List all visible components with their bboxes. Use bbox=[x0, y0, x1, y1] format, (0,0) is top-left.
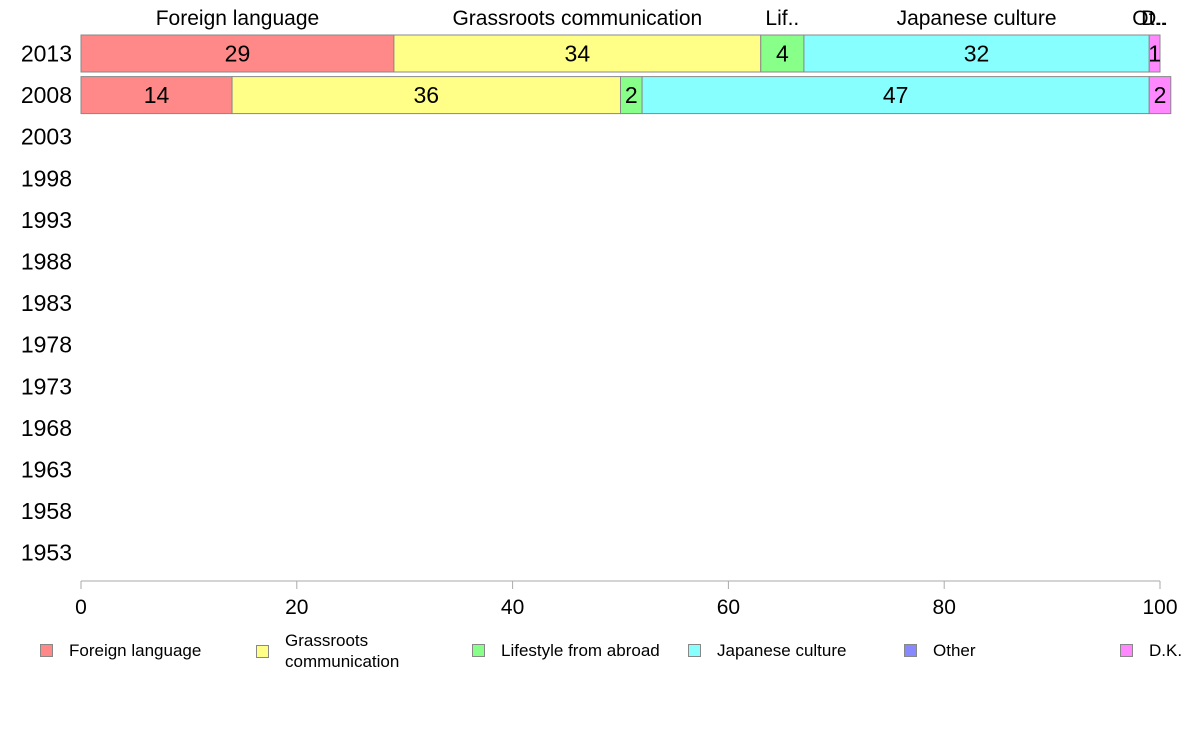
x-tick-label: 20 bbox=[285, 596, 308, 619]
legend-item: Lifestyle from abroad bbox=[472, 640, 660, 661]
bar-segment bbox=[393, 34, 762, 73]
series-top-label: Japanese culture bbox=[897, 7, 1057, 30]
bar-segment bbox=[1148, 76, 1172, 115]
series-top-label: Lif.. bbox=[765, 7, 799, 30]
data-label: 29 bbox=[225, 41, 251, 67]
legend-item: Japanese culture bbox=[688, 640, 846, 661]
y-tick-label: 1973 bbox=[21, 373, 72, 399]
legend-label: Other bbox=[933, 641, 976, 660]
bar-segment bbox=[231, 76, 621, 115]
data-label: 32 bbox=[964, 41, 990, 67]
series-top-label: D.. bbox=[1141, 7, 1168, 30]
legend-swatch bbox=[904, 644, 917, 657]
x-tick-label: 0 bbox=[75, 596, 87, 619]
y-tick-label: 1968 bbox=[21, 415, 72, 441]
y-tick-label: 1978 bbox=[21, 332, 72, 358]
series-top-label: Grassroots communication bbox=[452, 7, 702, 30]
legend-item: Other bbox=[904, 640, 976, 661]
data-label: 14 bbox=[144, 82, 170, 108]
legend-label: D.K. bbox=[1149, 641, 1183, 660]
bar-segment bbox=[803, 34, 1150, 73]
data-label: 47 bbox=[883, 82, 909, 108]
legend-swatch bbox=[688, 644, 701, 657]
bar-segment bbox=[760, 34, 805, 73]
x-tick-label: 40 bbox=[501, 596, 524, 619]
data-label: 36 bbox=[413, 82, 439, 108]
bar-segment bbox=[641, 76, 1150, 115]
legend-swatch bbox=[40, 644, 53, 657]
data-label: 34 bbox=[565, 41, 591, 67]
x-tick-label: 80 bbox=[933, 596, 956, 619]
data-label: 2 bbox=[625, 82, 638, 108]
stacked-bar-chart: 2013 2008 2003 1998 1993 1988 1983 1978 1973 1968… bbox=[21, 7, 1178, 619]
bar-segment bbox=[80, 76, 233, 115]
data-label: 2 bbox=[1154, 82, 1167, 108]
y-tick-label: 2008 bbox=[21, 82, 72, 108]
legend-item: Grassroots communication bbox=[256, 630, 399, 672]
data-label: 4 bbox=[776, 41, 789, 67]
y-tick-label: 2013 bbox=[21, 41, 72, 67]
data-label: 1 bbox=[1148, 41, 1161, 67]
legend-label: Grassroots communication bbox=[285, 631, 400, 671]
y-tick-label: 1963 bbox=[21, 457, 72, 483]
legend-label: Lifestyle from abroad bbox=[501, 641, 660, 660]
legend-swatch bbox=[472, 644, 485, 657]
y-tick-label: 1958 bbox=[21, 498, 72, 524]
x-tick-label: 100 bbox=[1142, 596, 1177, 619]
bar-segment bbox=[1148, 34, 1161, 73]
legend-label: Foreign language bbox=[69, 641, 202, 660]
legend-swatch bbox=[256, 644, 269, 658]
series-top-label: Foreign language bbox=[156, 7, 319, 30]
y-tick-label: 1983 bbox=[21, 290, 72, 316]
bar-segment bbox=[80, 34, 395, 73]
y-tick-label: 1988 bbox=[21, 249, 72, 275]
legend-item: D.K. bbox=[1120, 640, 1182, 661]
y-tick-label: 2003 bbox=[21, 124, 72, 150]
legend-label: Japanese culture bbox=[717, 641, 847, 660]
y-tick-label: 1953 bbox=[21, 540, 72, 566]
series-top-label: Ot.. bbox=[1132, 7, 1166, 30]
legend-swatch bbox=[1120, 644, 1133, 657]
y-tick-label: 1993 bbox=[21, 207, 72, 233]
legend-item: Foreign language bbox=[40, 640, 201, 661]
x-tick-label: 60 bbox=[717, 596, 740, 619]
chart-legend: Foreign language Grassroots communication L… bbox=[0, 628, 1188, 688]
y-tick-label: 1998 bbox=[21, 165, 72, 191]
